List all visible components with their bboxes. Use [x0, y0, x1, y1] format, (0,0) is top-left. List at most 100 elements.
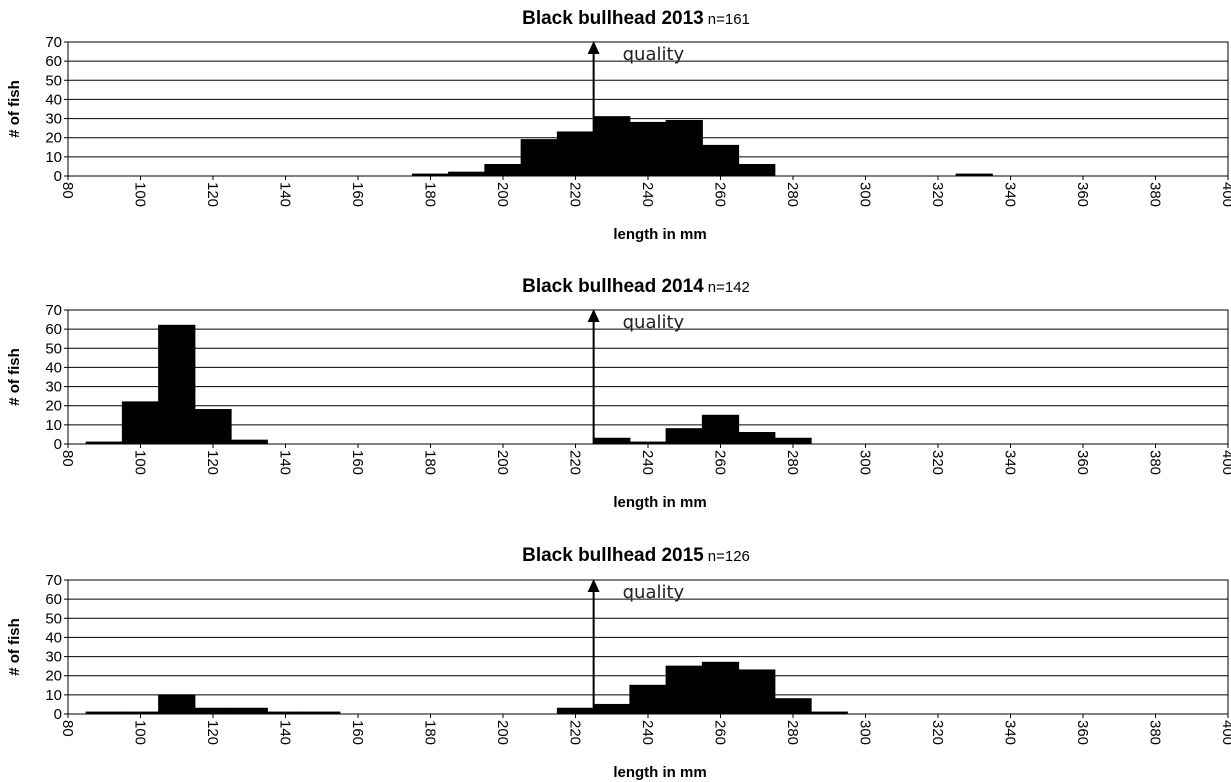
x-tick-label: 240 — [639, 182, 656, 207]
x-tick-label: 200 — [494, 450, 511, 475]
histogram-bar — [85, 441, 123, 445]
x-tick-label: 260 — [712, 182, 729, 207]
histogram-bar — [411, 173, 450, 177]
y-tick-label: 0 — [54, 706, 62, 723]
x-tick-label: 380 — [1147, 720, 1164, 745]
y-tick-label: 70 — [45, 34, 62, 51]
x-tick-label: 120 — [204, 182, 221, 207]
x-tick-label: 100 — [132, 450, 149, 475]
histogram-bar — [629, 441, 667, 445]
x-tick-label: 120 — [204, 720, 221, 745]
x-tick-label: 320 — [929, 720, 946, 745]
x-tick-label: 360 — [1074, 182, 1091, 207]
histogram-bar — [738, 164, 776, 177]
quality-annotation: quality — [623, 44, 685, 65]
histogram-bar — [665, 119, 703, 177]
chart-panel-1: Black bullhead 2013 n=161 0 10 20 30 40 50 60 70 8… — [6, 8, 1231, 243]
histogram-bar — [266, 711, 305, 715]
histogram-bar — [738, 669, 776, 715]
y-tick-label: 30 — [45, 379, 62, 396]
histogram-bar — [121, 711, 160, 715]
x-tick-label: 300 — [857, 450, 874, 475]
histogram-bar — [85, 711, 123, 715]
x-axis-label: length in mm — [613, 494, 706, 511]
x-tick-label: 320 — [929, 450, 946, 475]
y-tick-label: 10 — [45, 687, 62, 704]
x-tick-label: 220 — [567, 450, 584, 475]
chart-title: Black bullhead 2015 — [522, 545, 704, 566]
x-tick-label: 260 — [712, 720, 729, 745]
chart-title: Black bullhead 2014 — [522, 276, 704, 297]
histogram-bar — [303, 711, 341, 715]
histogram-bar — [774, 698, 812, 715]
y-axis-label: # of fish — [6, 618, 23, 676]
histogram-bar — [701, 144, 740, 177]
y-tick-label: 60 — [45, 321, 62, 338]
histogram-bar — [810, 711, 848, 715]
x-tick-label: 360 — [1074, 720, 1091, 745]
y-axis-label: # of fish — [6, 80, 23, 138]
x-tick-label: 180 — [422, 720, 439, 745]
histogram-bar — [158, 694, 196, 715]
quality-arrow-head — [587, 309, 600, 322]
x-tick-label: 160 — [349, 450, 366, 475]
y-tick-label: 70 — [45, 572, 62, 589]
histogram-bar — [448, 171, 486, 177]
histogram-bar — [194, 409, 232, 445]
histogram-bar — [593, 116, 631, 177]
x-tick-label: 380 — [1147, 450, 1164, 475]
y-tick-label: 40 — [45, 359, 62, 376]
x-tick-label: 400 — [1219, 182, 1231, 207]
histogram-bar — [593, 703, 631, 715]
y-tick-label: 40 — [45, 629, 62, 646]
histogram-bar — [556, 707, 595, 715]
histogram-bar — [738, 432, 776, 445]
chart-subtitle: n=161 — [708, 11, 750, 28]
x-tick-label: 340 — [1002, 182, 1019, 207]
histogram-bar — [230, 707, 268, 715]
y-tick-label: 70 — [45, 302, 62, 319]
x-tick-label: 400 — [1219, 720, 1231, 745]
y-tick-label: 40 — [45, 91, 62, 108]
y-tick-label: 50 — [45, 610, 62, 627]
x-tick-label: 400 — [1219, 450, 1231, 475]
x-tick-label: 380 — [1147, 182, 1164, 207]
x-tick-label: 280 — [784, 182, 801, 207]
x-tick-label: 80 — [59, 720, 76, 737]
x-tick-label: 180 — [422, 182, 439, 207]
x-tick-label: 180 — [422, 450, 439, 475]
x-tick-label: 160 — [349, 720, 366, 745]
x-tick-label: 120 — [204, 450, 221, 475]
histogram-bar — [629, 684, 667, 715]
x-tick-label: 240 — [639, 450, 656, 475]
y-tick-label: 30 — [45, 649, 62, 666]
x-tick-label: 280 — [784, 720, 801, 745]
quality-annotation: quality — [623, 312, 685, 333]
y-tick-label: 50 — [45, 72, 62, 89]
histogram-bar — [230, 439, 268, 445]
histogram-bar — [556, 131, 595, 177]
x-tick-label: 200 — [494, 720, 511, 745]
quality-annotation: quality — [623, 582, 685, 603]
x-tick-label: 220 — [567, 720, 584, 745]
chart-subtitle: n=126 — [708, 548, 750, 565]
chart-panel-2: Black bullhead 2014 n=142 0 10 20 30 40 50 60 70 8… — [6, 276, 1231, 511]
x-tick-label: 220 — [567, 182, 584, 207]
x-tick-label: 100 — [132, 182, 149, 207]
x-tick-label: 160 — [349, 182, 366, 207]
x-tick-label: 240 — [639, 720, 656, 745]
y-tick-label: 10 — [45, 417, 62, 434]
x-tick-label: 140 — [277, 450, 294, 475]
y-tick-label: 20 — [45, 130, 62, 147]
x-tick-label: 200 — [494, 182, 511, 207]
y-tick-label: 10 — [45, 149, 62, 166]
y-tick-label: 60 — [45, 591, 62, 608]
x-tick-label: 140 — [277, 720, 294, 745]
histogram-bar — [593, 437, 631, 445]
x-axis-label: length in mm — [613, 764, 706, 781]
y-tick-label: 0 — [54, 436, 62, 453]
x-tick-label: 100 — [132, 720, 149, 745]
x-tick-label: 360 — [1074, 450, 1091, 475]
x-tick-label: 140 — [277, 182, 294, 207]
